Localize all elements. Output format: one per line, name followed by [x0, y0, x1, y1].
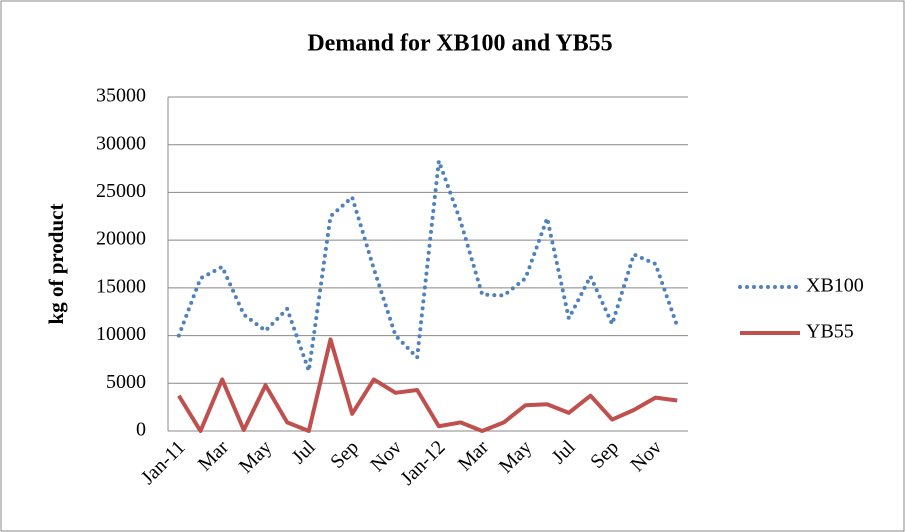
y-tick-label: 35000 [96, 85, 146, 107]
y-tick-label: 20000 [96, 228, 146, 250]
y-tick-label: 30000 [96, 132, 146, 154]
legend-label: YB55 [806, 321, 854, 343]
y-tick-label: 0 [136, 419, 146, 441]
y-tick-label: 5000 [106, 371, 146, 393]
series-line [176, 158, 680, 373]
y-tick-label: 25000 [96, 180, 146, 202]
y-axis-label: kg of product [44, 204, 68, 325]
y-tick-label: 10000 [96, 323, 146, 345]
legend-label: XB100 [806, 275, 864, 297]
y-tick-label: 15000 [96, 275, 146, 297]
chart-title: Demand for XB100 and YB55 [307, 31, 612, 57]
series-line [177, 337, 678, 433]
